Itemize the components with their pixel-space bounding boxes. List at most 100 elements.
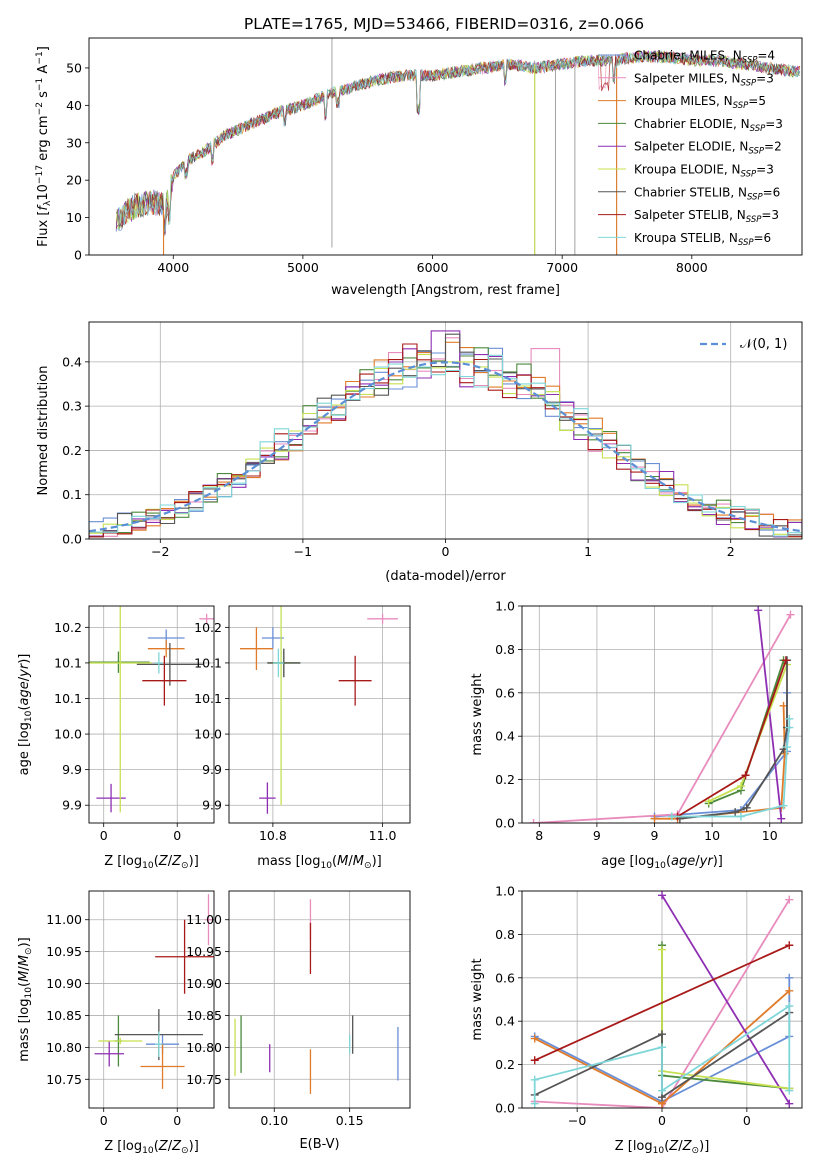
legend-entry: Salpeter STELIB, NSSP=3 — [634, 208, 779, 225]
tick-label-y: 10.85 — [46, 1008, 82, 1023]
spectrum-frame — [88, 37, 803, 256]
legend-entry: Chabrier STELIB, NSSP=6 — [634, 185, 780, 202]
weight-marker — [786, 610, 795, 619]
label-part: )] — [17, 654, 32, 664]
tick-label-y: 10.2 — [54, 620, 82, 635]
legend-sub: SSP — [746, 215, 762, 225]
label-part: ⊙ — [364, 861, 372, 871]
tick-label-y: 0.2 — [495, 772, 515, 787]
legend-entry: Chabrier ELODIE, NSSP=3 — [634, 117, 783, 134]
legend-label: Kroupa STELIB, N — [634, 231, 738, 245]
label-part: / — [695, 854, 700, 869]
legend-suffix: =6 — [763, 185, 781, 199]
label-part: −1 — [35, 78, 45, 91]
tick-label-x: 5000 — [287, 260, 319, 275]
tick-label-y: 9.9 — [202, 798, 222, 813]
label-part: 10 — [36, 184, 51, 201]
axes-age_vs_Z: 0 0 9.9 9.9 10.0 10.1 10.1 10.2 — [54, 606, 214, 843]
weight-marker — [785, 1002, 794, 1011]
legend-entry: Kroupa MILES, NSSP=5 — [634, 94, 766, 111]
xlabel: mass [log10​(M/M⊙​)] — [257, 854, 381, 871]
tick-label-x: −0 — [568, 1113, 586, 1128]
label-part: yr — [17, 662, 32, 678]
figure-title: PLATE=1765, MJD=53466, FIBERID=0316, z=0… — [244, 15, 644, 33]
weight_vs_Z-frame — [521, 890, 803, 1109]
label-part: )] — [372, 854, 382, 869]
weight-marker — [785, 895, 794, 904]
weight-marker — [754, 606, 763, 615]
label-part: )] — [17, 937, 32, 947]
weight-marker — [650, 814, 659, 823]
weight-line — [757, 610, 783, 819]
weight-marker — [736, 782, 745, 791]
tick-label-x: 10.8 — [259, 828, 287, 843]
legend-label: Chabrier STELIB, N — [634, 185, 747, 199]
label-part: )] — [189, 854, 199, 869]
weight-marker — [530, 1099, 539, 1108]
label-part: f — [36, 204, 51, 211]
legend-suffix: =3 — [765, 117, 783, 131]
label-part: / — [348, 854, 353, 869]
weight-marker — [530, 1075, 539, 1084]
weight-marker — [783, 743, 792, 752]
label-part: 10 — [24, 710, 34, 722]
age_vs_mass-points — [239, 606, 398, 814]
tick-label-y: 0 — [74, 248, 82, 263]
tick-label-y: 11.00 — [186, 912, 222, 927]
label-part: 10 — [653, 1146, 665, 1156]
tick-label-y: 10.1 — [54, 691, 82, 706]
mass_vs_Z-frame — [88, 890, 215, 1109]
tick-label-x: 0.10 — [260, 1113, 288, 1128]
tick-label-x: 6000 — [417, 260, 449, 275]
spectrum-series — [115, 38, 801, 255]
weight-line — [534, 899, 791, 1108]
label-part: Z — [158, 1139, 169, 1154]
label-part: −17 — [35, 165, 45, 184]
label-part: ⊙ — [181, 861, 189, 871]
legend-label: Salpeter MILES, N — [634, 71, 741, 85]
tick-label-y: 10.95 — [46, 944, 82, 959]
weight-marker — [530, 1056, 539, 1065]
label-part: / — [168, 1139, 173, 1154]
label-part: ( — [154, 854, 159, 869]
weight-marker — [785, 986, 794, 995]
tick-label-y: 0.4 — [495, 729, 515, 744]
tick-label-y: 1.0 — [495, 884, 515, 899]
tick-label-x: 0 — [100, 1113, 108, 1128]
label-part: Z — [668, 1139, 679, 1154]
tick-label-y: 50 — [66, 60, 82, 75]
weight-marker — [785, 1099, 794, 1108]
label-part: Z — [682, 1139, 693, 1154]
ylabel: mass [log10​(M/M⊙​)] — [17, 937, 34, 1061]
label-part: mass [log — [257, 854, 320, 869]
legend-suffix: =3 — [761, 208, 779, 222]
tick-label-x: 8000 — [676, 260, 708, 275]
legend-sub: SSP — [747, 192, 763, 202]
weight-marker — [658, 945, 666, 954]
label-part: 10 — [320, 861, 332, 871]
histogram-xlabel: (data-model)/error — [385, 569, 506, 584]
tick-label-y: 10.75 — [46, 1072, 82, 1087]
tick-label-y: 10 — [66, 210, 82, 225]
tick-label-y: 9.9 — [62, 762, 82, 777]
legend-label: Kroupa ELODIE, N — [634, 163, 741, 177]
tick-label-y: 10.95 — [186, 944, 222, 959]
weight-marker — [658, 891, 666, 900]
label-part: ( — [154, 1139, 159, 1154]
tick-label-x: 8 — [535, 828, 543, 843]
legend-sub: SSP — [738, 238, 754, 248]
mass_vs_Z-points — [94, 894, 214, 1089]
label-part: erg cm — [36, 115, 51, 164]
tick-label-y: 10.1 — [194, 691, 222, 706]
label-part: M — [17, 955, 32, 966]
tick-label-y: 20 — [66, 173, 82, 188]
axes-mass_vs_EBV: 0.10 0.15 10.75 10.80 10.85 10.90 10.95 11.00 — [186, 891, 410, 1128]
label-part: M — [17, 971, 32, 982]
xlabel: Z [log10​(Z/Z⊙​)] — [104, 854, 199, 871]
legend-label: Kroupa MILES, N — [634, 94, 733, 108]
tick-label-x: 9 — [651, 828, 659, 843]
tick-label-y: 30 — [66, 135, 82, 150]
tick-label-y: 10.1 — [194, 655, 222, 670]
label-part: age — [17, 681, 32, 705]
